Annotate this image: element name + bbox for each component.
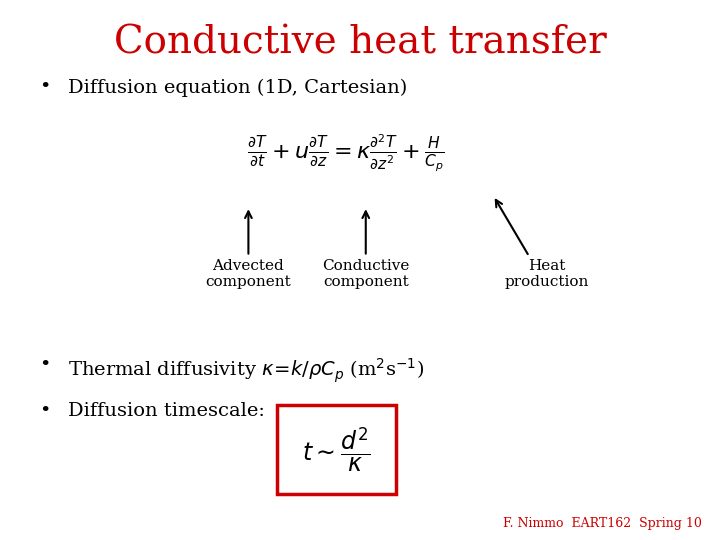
Text: Advected
component: Advected component [205,259,292,289]
Text: Heat
production: Heat production [505,259,590,289]
Text: Diffusion timescale:: Diffusion timescale: [68,402,265,420]
Text: Conductive
component: Conductive component [322,259,410,289]
Text: $\frac{\partial T}{\partial t}+u\frac{\partial T}{\partial z}=\kappa\frac{\parti: $\frac{\partial T}{\partial t}+u\frac{\p… [247,132,444,174]
Bar [277,405,396,494]
Text: Diffusion equation (1D, Cartesian): Diffusion equation (1D, Cartesian) [68,78,408,97]
Text: •: • [40,402,51,420]
Text: $t\sim\dfrac{d^2}{\kappa}$: $t\sim\dfrac{d^2}{\kappa}$ [302,426,371,474]
Text: •: • [40,356,51,374]
Text: Conductive heat transfer: Conductive heat transfer [114,24,606,62]
Text: F. Nimmo  EART162  Spring 10: F. Nimmo EART162 Spring 10 [503,517,702,530]
Text: Thermal diffusivity $\kappa\!=\!k/\rho C_p$ (m$^2$s$^{-1}$): Thermal diffusivity $\kappa\!=\!k/\rho C… [68,356,424,385]
Text: •: • [40,78,51,96]
